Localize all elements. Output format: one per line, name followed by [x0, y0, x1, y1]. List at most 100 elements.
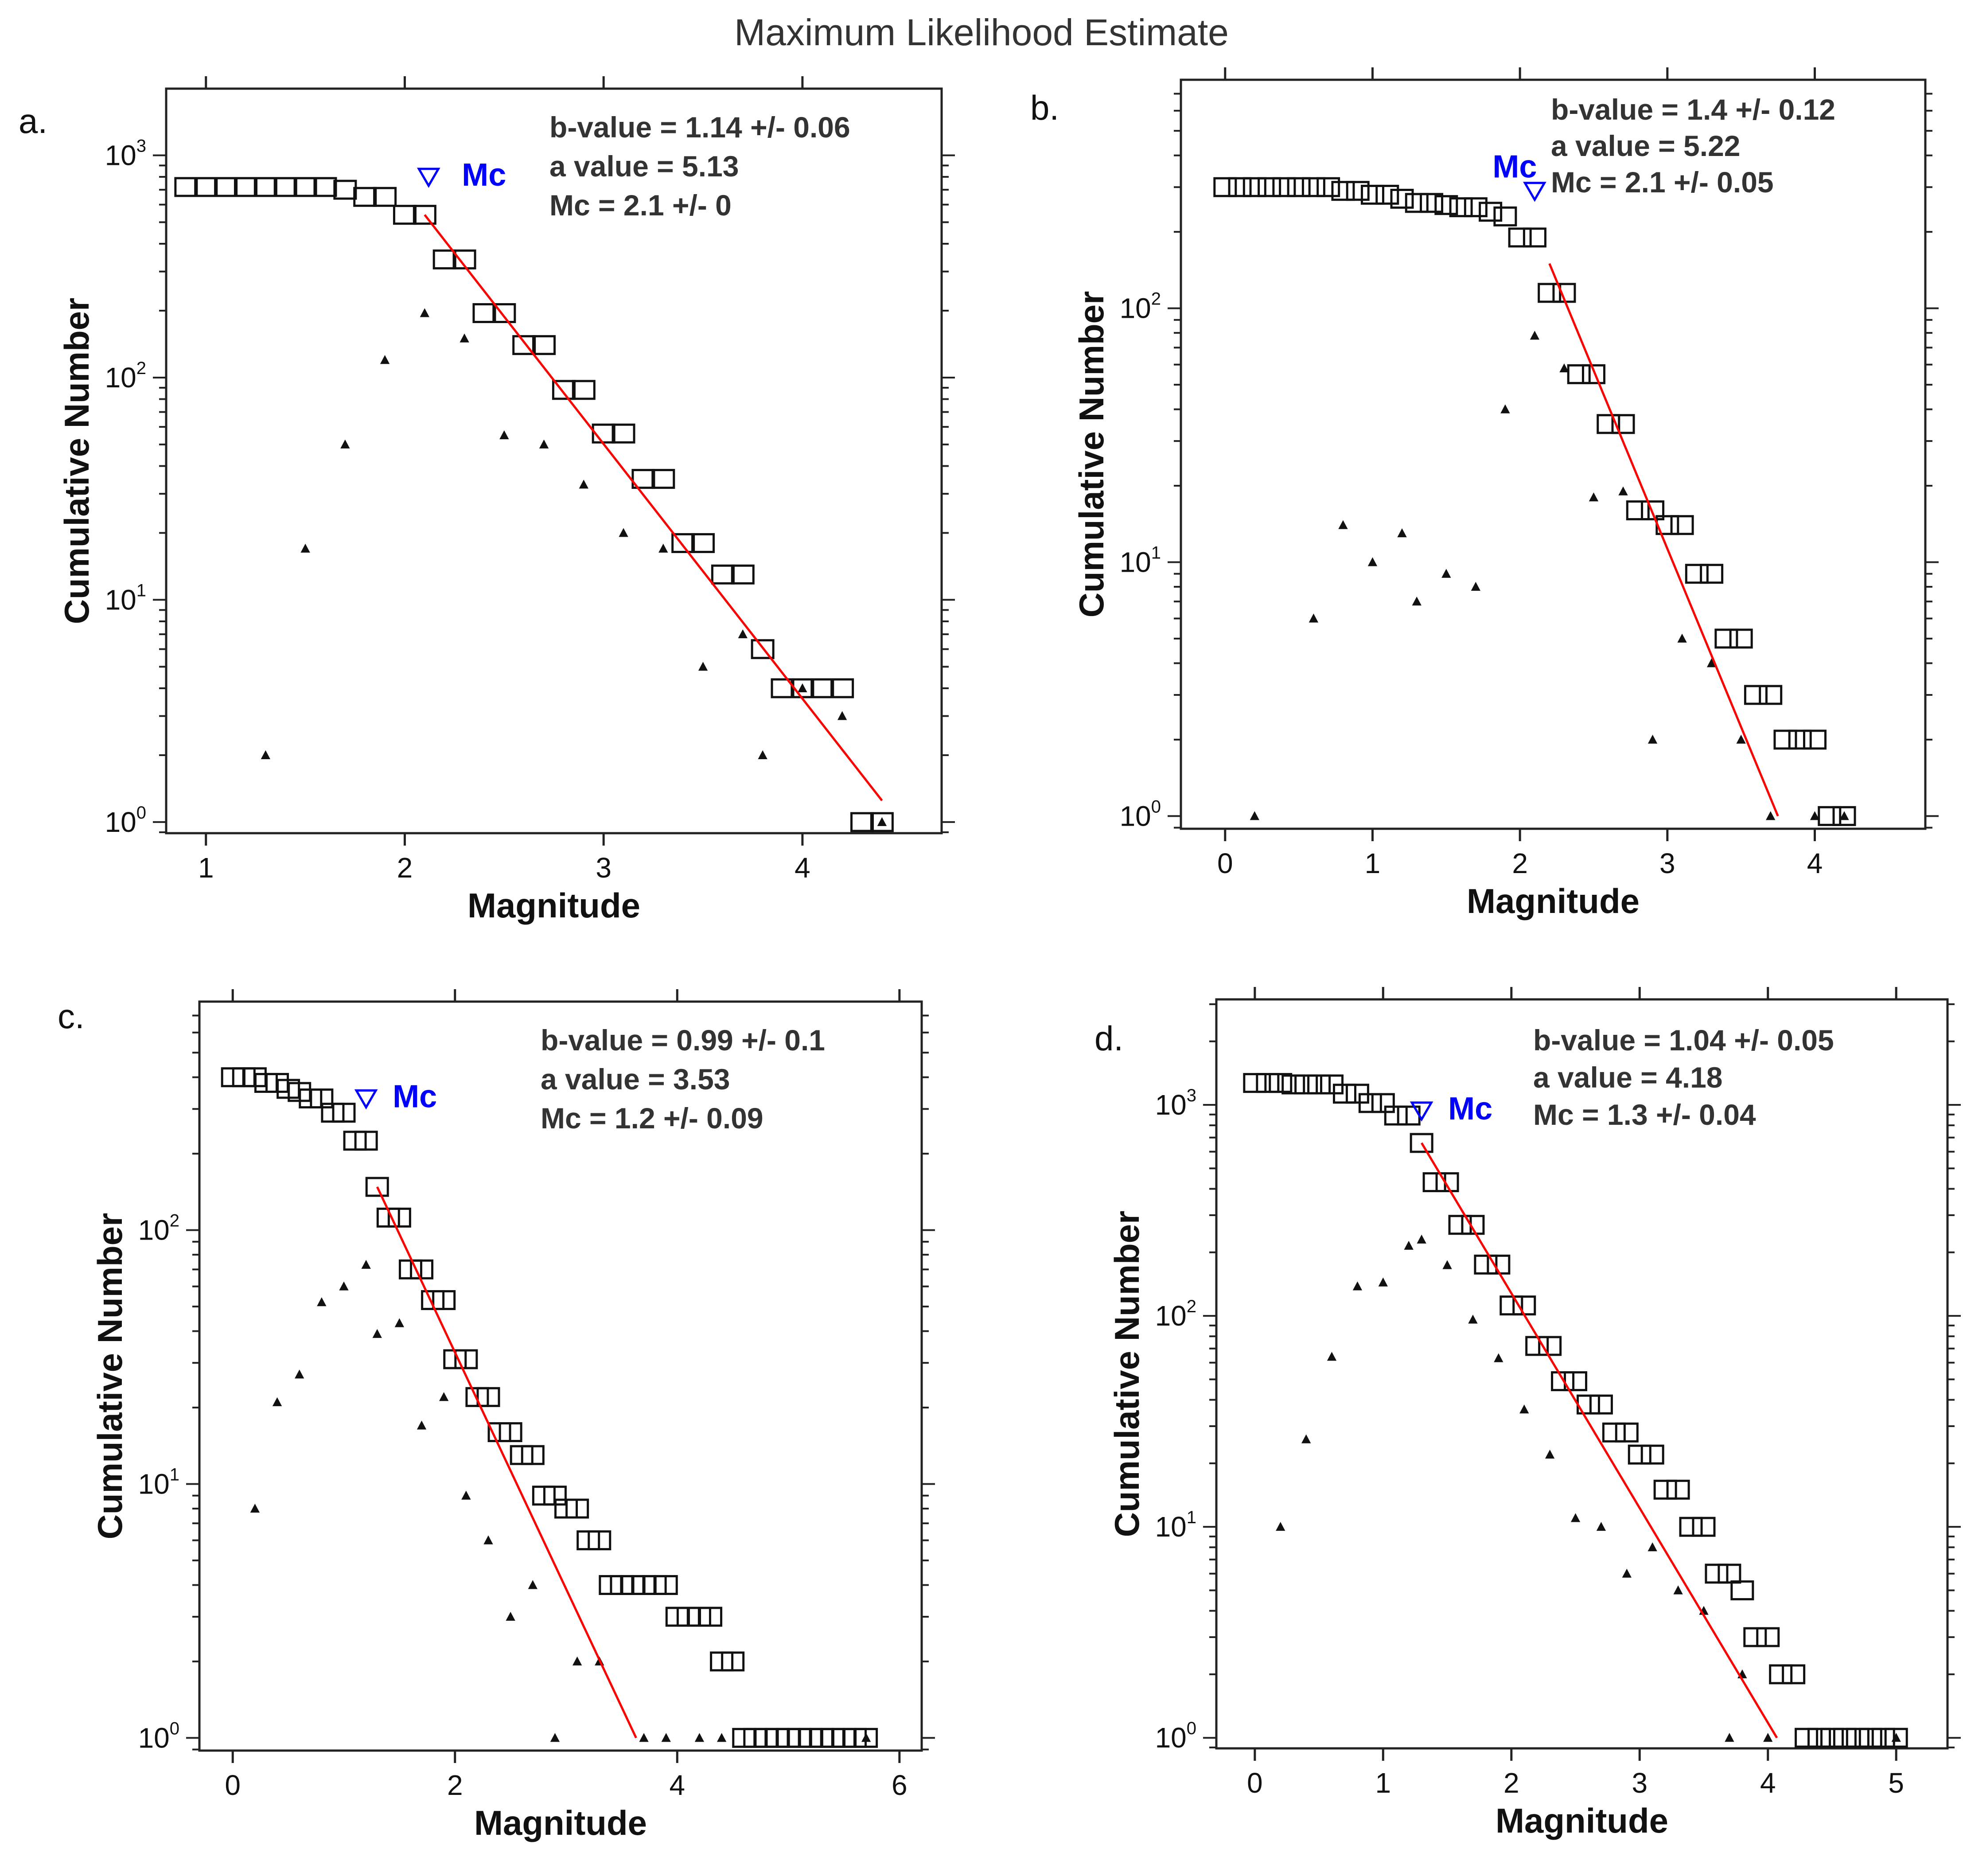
cumulative-point [711, 564, 735, 585]
cumulative-point [1807, 1728, 1831, 1748]
x-tick-label: 0 [225, 1769, 241, 1801]
annotation-line: b-value = 1.14 +/- 0.06 [549, 111, 850, 144]
noncumulative-point [528, 1580, 537, 1589]
fit-line [424, 214, 883, 801]
cumulative-point [691, 533, 715, 553]
y-tick-label: 102 [1120, 289, 1161, 324]
annotation-line: Mc = 1.2 +/- 0.09 [541, 1102, 763, 1135]
y-tick-label: 100 [1155, 1719, 1196, 1754]
cumulative-point [810, 678, 834, 698]
noncumulative-point [1442, 1260, 1452, 1269]
cumulative-point [1461, 1215, 1485, 1235]
noncumulative-point [1276, 1522, 1285, 1531]
annotation-line: a value = 4.18 [1533, 1061, 1723, 1094]
noncumulative-point [1301, 1434, 1311, 1443]
noncumulative-point [639, 1733, 649, 1742]
cumulative-point [1871, 1728, 1895, 1748]
x-axis-title: Magnitude [1467, 881, 1640, 920]
x-tick-label: 0 [1217, 847, 1233, 879]
cumulative-point [1375, 184, 1399, 205]
noncumulative-point [572, 1656, 582, 1665]
noncumulative-point [798, 683, 807, 692]
noncumulative-point [877, 817, 887, 826]
x-tick-label: 6 [892, 1769, 907, 1801]
annotation-line: Mc = 2.1 +/- 0 [549, 189, 732, 222]
cumulative-point [731, 564, 755, 585]
noncumulative-point [1468, 1314, 1478, 1324]
x-axis-title: Magnitude [1496, 1801, 1668, 1840]
cumulative-point [1818, 806, 1842, 826]
cumulative-point [721, 1651, 745, 1672]
cumulative-point [1640, 1444, 1664, 1465]
cumulative-point [1602, 1422, 1626, 1443]
x-tick-label: 2 [447, 1769, 463, 1801]
noncumulative-point [1530, 331, 1540, 340]
cumulative-point [1782, 1664, 1806, 1685]
cumulative-point [1269, 1073, 1293, 1093]
noncumulative-point [658, 543, 668, 553]
noncumulative-point [1618, 486, 1628, 495]
cumulative-point [1243, 1073, 1267, 1093]
cumulative-point [454, 1349, 478, 1369]
annotation-line: a value = 5.22 [1551, 129, 1741, 162]
x-tick-label: 5 [1888, 1767, 1904, 1799]
noncumulative-point [1412, 597, 1422, 606]
cumulative-point [1358, 1093, 1382, 1113]
cumulative-point [1597, 414, 1620, 434]
noncumulative-point [439, 1392, 449, 1401]
x-tick-label: 3 [1659, 847, 1675, 879]
noncumulative-point [1397, 528, 1407, 538]
cumulative-point [1705, 1564, 1729, 1584]
cumulative-point [1523, 227, 1546, 248]
mc-label: Mc [1492, 149, 1537, 185]
x-tick-label: 1 [1365, 847, 1381, 879]
fit-line [1548, 263, 1779, 817]
annotation-line: Mc = 1.3 +/- 0.04 [1533, 1098, 1756, 1131]
noncumulative-point [1570, 1513, 1581, 1522]
cumulative-point [492, 303, 516, 323]
cumulative-point [1449, 197, 1473, 218]
noncumulative-point [837, 711, 847, 720]
fit-line [1421, 1142, 1778, 1739]
cumulative-point [1405, 193, 1429, 213]
mc-marker [354, 1089, 378, 1110]
cumulative-point [1803, 729, 1827, 750]
cumulative-point [253, 177, 277, 197]
cumulative-point [1730, 1580, 1754, 1600]
cumulative-point [1316, 177, 1340, 197]
cumulative-point [1420, 193, 1444, 213]
cumulative-point [1479, 202, 1503, 222]
x-tick-label: 4 [1807, 847, 1823, 879]
noncumulative-point [1648, 1542, 1657, 1552]
panel-label: c. [58, 997, 85, 1036]
cumulative-point [870, 812, 894, 832]
noncumulative-point [461, 1490, 471, 1500]
x-axis-title: Magnitude [467, 886, 640, 925]
cumulative-point [1493, 206, 1517, 226]
noncumulative-point [758, 750, 767, 759]
mc-marker [1523, 182, 1546, 202]
cumulative-point [1538, 1336, 1562, 1356]
x-tick-label: 4 [1760, 1767, 1776, 1799]
cumulative-point [588, 1530, 611, 1551]
noncumulative-point [1622, 1568, 1632, 1578]
noncumulative-point [1250, 811, 1259, 820]
noncumulative-point [506, 1611, 515, 1621]
cumulative-point [1390, 188, 1414, 209]
noncumulative-point [1766, 811, 1776, 820]
cumulative-point [1589, 1394, 1613, 1415]
cumulative-point [1773, 729, 1797, 750]
x-axis-title: Magnitude [474, 1803, 647, 1842]
mc-marker [1410, 1101, 1433, 1122]
cumulative-point [1360, 184, 1384, 205]
mc-label: Mc [393, 1079, 437, 1115]
panel-label: b. [1030, 88, 1059, 127]
noncumulative-point [372, 1329, 382, 1338]
panel-c: c. 0 2 4 6 100 101 102 Magnitude Cumulative Numbe… [58, 989, 935, 1842]
cumulative-point [1759, 685, 1783, 705]
cumulative-point [1729, 628, 1753, 649]
noncumulative-point [1673, 1585, 1683, 1595]
cumulative-point [1434, 195, 1458, 215]
noncumulative-point [483, 1535, 493, 1544]
noncumulative-point [579, 480, 588, 489]
